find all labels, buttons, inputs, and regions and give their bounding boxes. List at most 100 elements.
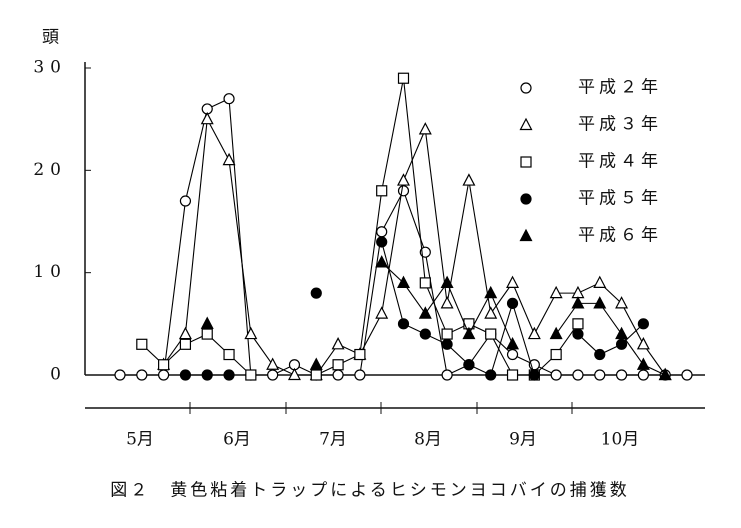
point [375, 306, 389, 319]
point [136, 338, 148, 350]
point [375, 255, 389, 268]
legend-label: 平成５年 [578, 189, 662, 209]
caption: 図２ 黄色粘着トラップによるヒシモンヨコバイの捕獲数 [110, 481, 630, 501]
point [550, 369, 562, 381]
point [506, 348, 519, 361]
point [310, 287, 322, 299]
point [354, 348, 366, 361]
point [376, 226, 388, 238]
point [594, 369, 606, 381]
month-label: 10月 [601, 430, 640, 450]
legend-marker [519, 228, 533, 242]
point [549, 326, 563, 340]
legend-label: 平成６年 [578, 226, 662, 246]
point [136, 369, 148, 381]
point [571, 285, 585, 299]
point [331, 337, 345, 350]
legend-marker [519, 117, 533, 131]
point [114, 369, 126, 381]
point [179, 195, 192, 207]
legend-marker [520, 193, 532, 205]
point [593, 275, 607, 288]
point [615, 369, 628, 381]
point [571, 296, 585, 309]
point [594, 348, 606, 361]
point [549, 285, 563, 299]
point [637, 318, 649, 330]
point [244, 326, 258, 340]
point [179, 338, 192, 350]
point [462, 173, 476, 186]
y-tick-label: 20 [33, 160, 67, 180]
point [223, 369, 235, 381]
point [376, 185, 388, 197]
point [441, 328, 453, 340]
point [440, 296, 454, 309]
point [158, 359, 170, 371]
point [593, 296, 607, 309]
point [287, 367, 301, 381]
point [223, 348, 235, 361]
point [310, 369, 322, 381]
month-label: 8月 [414, 430, 442, 450]
legend-marker [520, 82, 532, 94]
point [550, 348, 562, 361]
y-tick-label: 30 [33, 58, 67, 78]
point [615, 326, 629, 340]
point [354, 369, 366, 381]
point [266, 357, 280, 370]
month-label: 5月 [126, 430, 154, 450]
point [572, 369, 584, 381]
point [397, 72, 410, 84]
point [528, 369, 540, 381]
legend-label: 平成２年 [578, 78, 662, 98]
point [223, 93, 235, 105]
point [200, 316, 214, 329]
legend-label: 平成３年 [578, 115, 662, 135]
point [267, 369, 279, 381]
point [441, 338, 453, 350]
series-line [163, 117, 666, 376]
y-tick-label: 10 [33, 262, 67, 282]
point [332, 359, 344, 371]
point [397, 275, 410, 288]
point [158, 369, 170, 381]
point [506, 275, 520, 288]
point [179, 369, 192, 381]
point [419, 328, 431, 340]
point [332, 369, 344, 381]
point [397, 185, 410, 197]
month-label: 9月 [509, 430, 537, 450]
point [397, 318, 410, 330]
point [506, 337, 520, 350]
point [245, 369, 257, 381]
point [462, 326, 476, 340]
point [484, 306, 498, 319]
point [200, 111, 214, 125]
point [572, 328, 584, 340]
point [201, 328, 213, 340]
point [527, 326, 541, 340]
point [418, 306, 432, 319]
point [440, 275, 454, 288]
point [636, 357, 650, 370]
point [376, 236, 388, 248]
point [222, 152, 236, 166]
point [178, 326, 192, 340]
point [681, 369, 693, 381]
point [463, 359, 475, 371]
point [419, 277, 431, 289]
legend-label: 平成４年 [578, 152, 662, 172]
point [397, 173, 410, 186]
point [637, 369, 649, 381]
point [572, 318, 584, 330]
point [658, 367, 672, 381]
y-tick-label: 0 [50, 365, 67, 385]
point [309, 357, 323, 370]
point [485, 328, 497, 340]
point [615, 296, 629, 309]
month-label: 6月 [223, 430, 251, 450]
point [201, 369, 213, 381]
point [485, 369, 497, 381]
